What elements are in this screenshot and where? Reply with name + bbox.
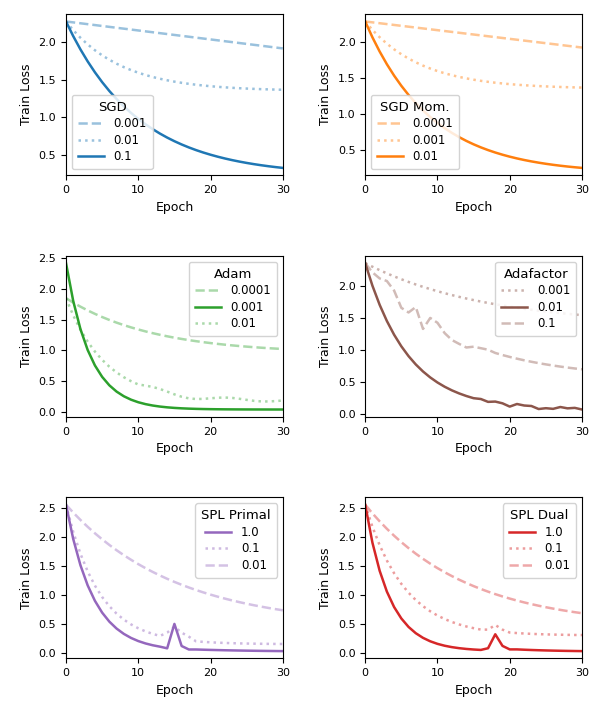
Legend: 1.0, 0.1, 0.01: 1.0, 0.1, 0.01 (503, 503, 576, 578)
X-axis label: Epoch: Epoch (155, 200, 194, 214)
Legend: 0.0001, 0.001, 0.01: 0.0001, 0.001, 0.01 (189, 262, 277, 336)
Y-axis label: Train Loss: Train Loss (20, 306, 33, 367)
Y-axis label: Train Loss: Train Loss (319, 64, 332, 125)
Legend: 0.001, 0.01, 0.1: 0.001, 0.01, 0.1 (72, 95, 152, 169)
X-axis label: Epoch: Epoch (454, 442, 493, 455)
X-axis label: Epoch: Epoch (454, 200, 493, 214)
Legend: 0.001, 0.01, 0.1: 0.001, 0.01, 0.1 (496, 262, 576, 336)
Y-axis label: Train Loss: Train Loss (319, 547, 332, 609)
X-axis label: Epoch: Epoch (155, 684, 194, 697)
Y-axis label: Train Loss: Train Loss (20, 547, 33, 609)
Y-axis label: Train Loss: Train Loss (319, 306, 332, 367)
X-axis label: Epoch: Epoch (155, 442, 194, 455)
X-axis label: Epoch: Epoch (454, 684, 493, 697)
Y-axis label: Train Loss: Train Loss (20, 64, 33, 125)
Legend: 0.0001, 0.001, 0.01: 0.0001, 0.001, 0.01 (371, 95, 459, 169)
Legend: 1.0, 0.1, 0.01: 1.0, 0.1, 0.01 (196, 503, 277, 578)
